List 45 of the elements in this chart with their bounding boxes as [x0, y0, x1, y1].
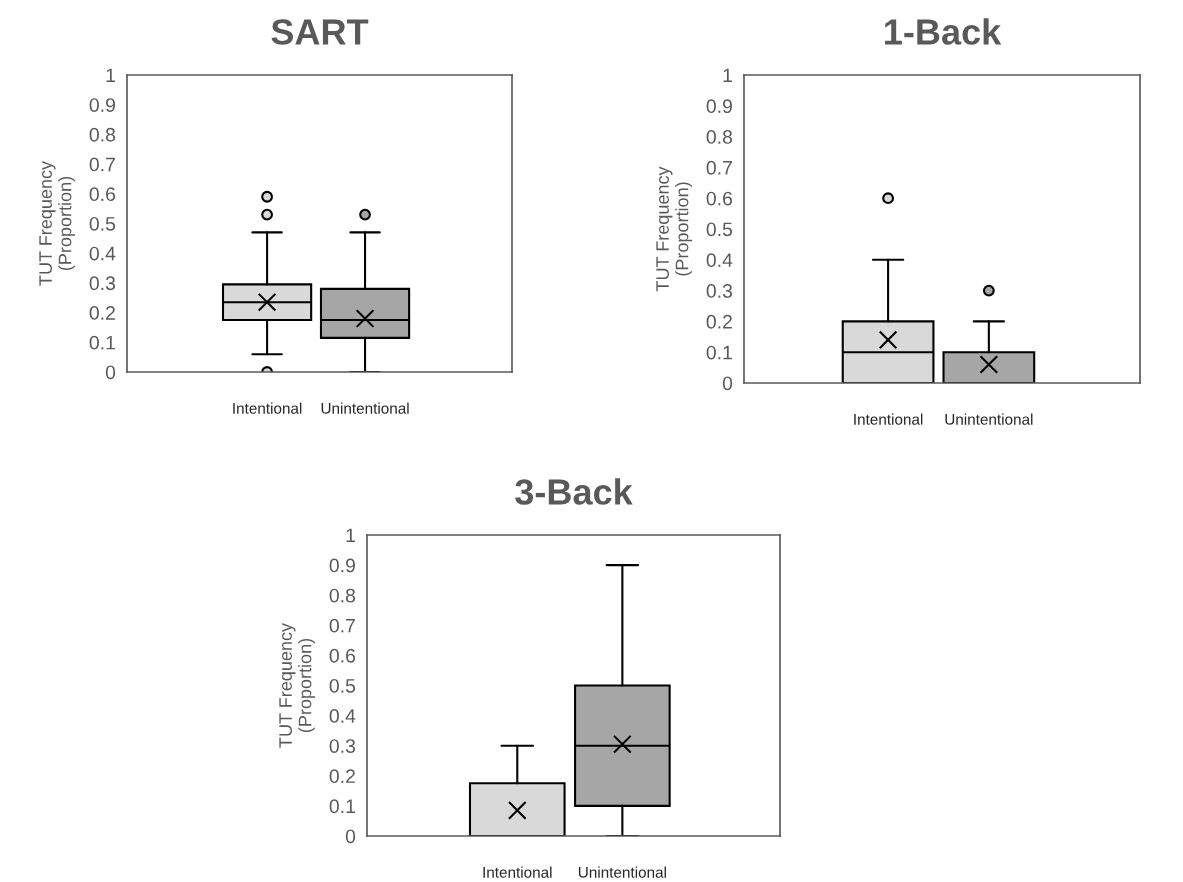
y-tick-label: 0.3	[706, 284, 733, 298]
y-axis-title: TUT Frequency (Proportion)	[39, 160, 75, 286]
y-tick-label: 0.1	[706, 345, 732, 360]
y-tick-label: 0.5	[89, 216, 116, 231]
y-tick-label: 0.6	[89, 187, 116, 202]
y-tick-label: 0.4	[706, 253, 733, 268]
y-tick-label: 0.9	[706, 99, 732, 114]
y-tick-label: 0.1	[329, 799, 355, 814]
y-tick-label: 0.8	[329, 588, 356, 603]
y-tick-label: 0	[105, 365, 116, 380]
y-tick-label: 1	[346, 528, 355, 543]
y-tick-label: 1	[106, 68, 115, 83]
x-tick-label: Intentional	[854, 413, 923, 425]
y-tick-label: 0.7	[89, 157, 115, 172]
y-axis-title: TUT Frequency (Proportion)	[279, 622, 315, 748]
x-tick-label: Unintentional	[945, 413, 1033, 425]
y-axis-title: TUT Frequency (Proportion)	[656, 166, 692, 292]
y-tick-label: 0.5	[329, 678, 356, 693]
y-tick-label: 0.7	[706, 160, 732, 175]
y-tick-label: 0.8	[89, 127, 116, 142]
x-tick-label: Unintentional	[321, 402, 409, 414]
y-tick-label: 0.9	[329, 558, 355, 573]
y-tick-label: 0.1	[89, 335, 115, 350]
y-tick-label: 0.2	[89, 306, 115, 320]
y-tick-label: 0.2	[706, 314, 732, 329]
chart-title: 3-Back	[515, 478, 633, 505]
y-tick-label: 0.5	[706, 222, 733, 237]
y-tick-label: 0	[345, 829, 356, 844]
chart-title: 1-Back	[885, 18, 1002, 45]
x-tick-label: Intentional	[233, 402, 302, 414]
y-tick-label: 0.8	[706, 130, 733, 144]
y-tick-label: 1	[723, 68, 732, 83]
chart-title: SART	[271, 19, 369, 45]
y-tick-label: 0.9	[89, 98, 115, 112]
y-tick-label: 0.4	[89, 246, 116, 261]
y-tick-label: 0.3	[89, 276, 116, 291]
y-tick-label: 0.6	[329, 648, 356, 663]
y-tick-label: 0.4	[329, 709, 356, 723]
y-tick-label: 0.7	[329, 618, 355, 633]
y-tick-label: 0.3	[329, 739, 356, 753]
y-tick-label: 0.6	[706, 191, 733, 206]
y-tick-label: 0.2	[329, 769, 355, 784]
x-tick-label: Intentional	[483, 866, 552, 878]
y-tick-label: 0	[722, 376, 733, 391]
x-tick-label: Unintentional	[578, 866, 666, 878]
